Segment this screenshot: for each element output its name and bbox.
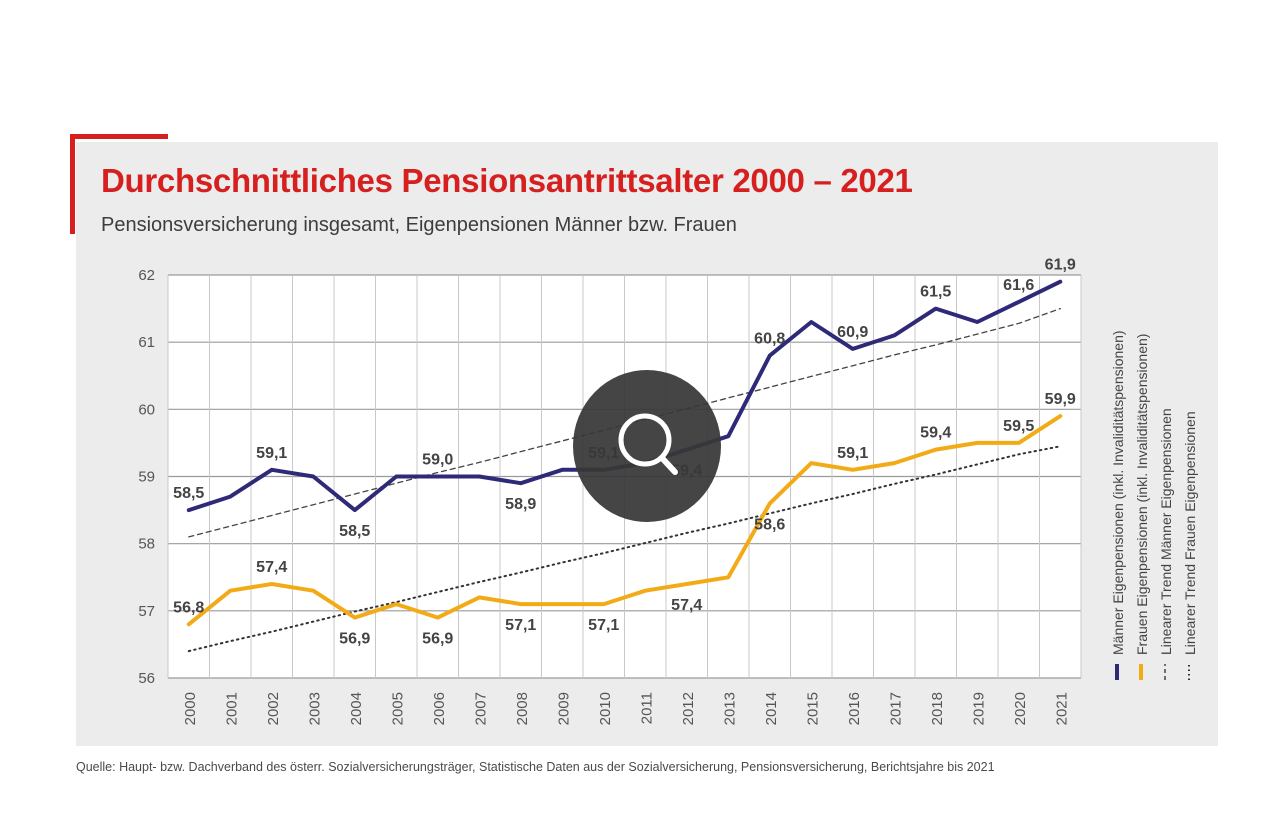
y-axis: 56 57 58 59 60 61 62 <box>138 267 155 687</box>
series-line-women <box>186 414 1063 627</box>
data-label: 57,4 <box>671 597 702 614</box>
x-tick-label: 2010 <box>597 692 614 725</box>
data-label: 58,6 <box>754 516 785 533</box>
data-label: 61,9 <box>1045 257 1076 274</box>
x-tick-label: 2020 <box>1012 692 1029 725</box>
data-label: 59,9 <box>1045 391 1076 408</box>
x-tick-label: 2009 <box>555 692 572 725</box>
x-tick-label: 2003 <box>306 692 323 725</box>
y-tick-label: 56 <box>138 670 155 687</box>
accent-bar-horizontal <box>70 134 168 139</box>
x-tick-label: 2019 <box>970 692 987 725</box>
data-label: 59,0 <box>422 452 453 469</box>
data-label: 56,9 <box>422 631 453 648</box>
zoom-button[interactable] <box>573 370 721 522</box>
x-tick-label: 2014 <box>763 692 780 725</box>
legend: Männer Eigenpensionen (inkl. Invalidität… <box>1110 330 1198 680</box>
x-tick-label: 2008 <box>514 692 531 725</box>
accent-bar-vertical <box>70 134 75 234</box>
x-tick-label: 2018 <box>929 692 946 725</box>
y-tick-label: 60 <box>138 401 155 418</box>
grid <box>167 274 1082 679</box>
x-tick-label: 2006 <box>431 692 448 725</box>
data-label: 59,4 <box>920 425 951 442</box>
legend-label: Linearer Trend Frauen Eigenpensionen <box>1182 411 1198 655</box>
y-tick-label: 58 <box>138 536 155 553</box>
trend-line-women <box>187 445 1062 653</box>
data-label: 59,1 <box>837 445 868 462</box>
data-label: 61,5 <box>920 284 951 301</box>
x-tick-label: 2017 <box>887 692 904 725</box>
chart-subtitle: Pensionsversicherung insgesamt, Eigenpen… <box>101 214 737 236</box>
chart-title: Durchschnittliches Pensionsantrittsalter… <box>101 162 913 199</box>
x-tick-label: 2007 <box>472 692 489 725</box>
data-label: 56,9 <box>339 631 370 648</box>
legend-label: Männer Eigenpensionen (inkl. Invalidität… <box>1110 330 1126 655</box>
data-label: 61,6 <box>1003 277 1034 294</box>
data-label: 60,8 <box>754 331 785 348</box>
y-tick-label: 61 <box>138 334 155 351</box>
x-tick-label: 2016 <box>846 692 863 725</box>
y-tick-label: 59 <box>138 469 155 486</box>
x-tick-label: 2015 <box>804 692 821 725</box>
x-tick-label: 2001 <box>223 692 240 725</box>
data-label: 59,1 <box>256 445 287 462</box>
x-tick-label: 2005 <box>389 692 406 725</box>
x-tick-label: 2013 <box>721 692 738 725</box>
data-label: 58,5 <box>339 523 370 540</box>
x-tick-label: 2012 <box>680 692 697 725</box>
x-tick-label: 2000 <box>182 692 199 725</box>
data-label: 60,9 <box>837 324 868 341</box>
y-tick-label: 62 <box>138 267 155 284</box>
x-axis: 2000 2001 2002 2003 2004 2005 2006 2007 2008 2009… <box>182 692 1071 725</box>
x-tick-label: 2004 <box>348 692 365 725</box>
data-label: 58,5 <box>173 485 204 502</box>
data-label: 57,4 <box>256 559 287 576</box>
data-label: 59,5 <box>1003 418 1034 435</box>
source-note: Quelle: Haupt- bzw. Dachverband des öste… <box>76 760 995 774</box>
legend-label: Linearer Trend Männer Eigenpensionen <box>1158 408 1174 655</box>
data-label: 57,1 <box>588 617 619 634</box>
data-label: 57,1 <box>505 617 536 634</box>
legend-label: Frauen Eigenpensionen (inkl. Invalidität… <box>1134 334 1150 655</box>
x-tick-label: 2002 <box>265 692 282 725</box>
x-tick-label: 2011 <box>638 692 655 724</box>
magnifier-icon <box>618 413 678 475</box>
y-tick-label: 57 <box>138 603 155 620</box>
x-tick-label: 2021 <box>1053 692 1070 725</box>
data-label: 56,8 <box>173 599 204 616</box>
data-label: 58,9 <box>505 496 536 513</box>
